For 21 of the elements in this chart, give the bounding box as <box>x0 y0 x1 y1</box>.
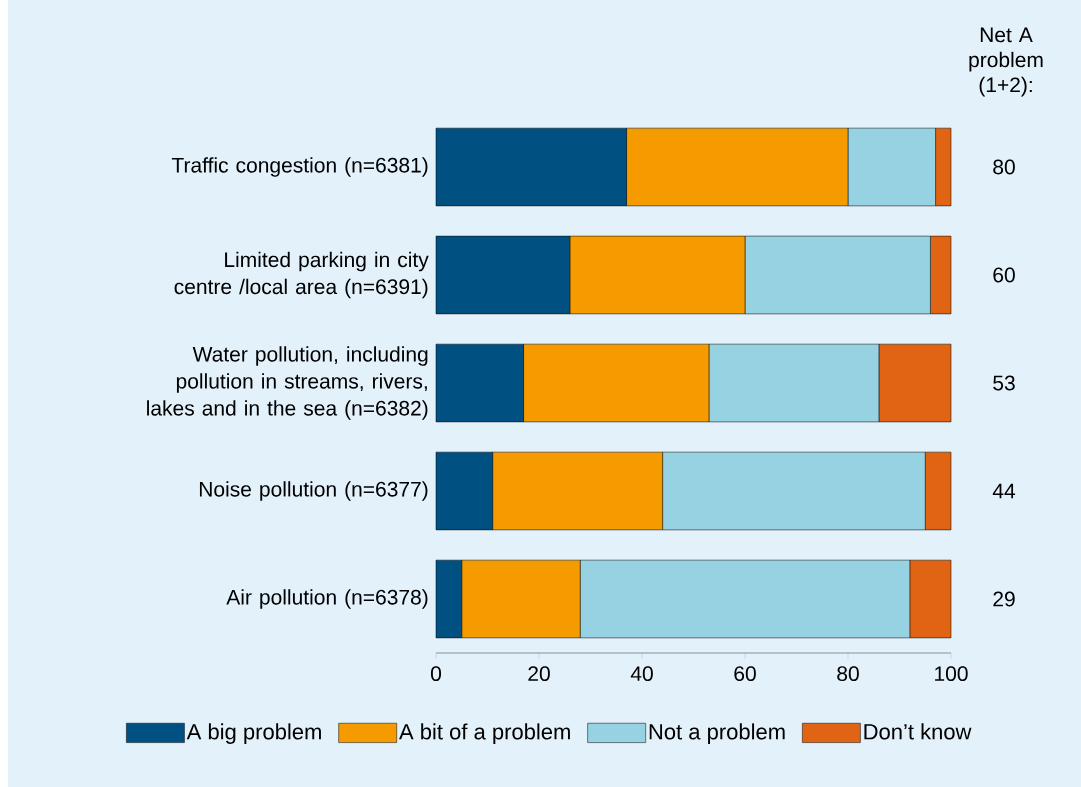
y-tick-label: Noise pollution (n=6377) <box>199 481 428 501</box>
legend-label: Don’t know <box>864 723 972 740</box>
text: Net A problem (1+2): <box>969 27 1043 97</box>
x-tick-label: 40 <box>630 666 653 682</box>
legend-label: A bit of a problem <box>399 723 570 744</box>
x-tick-label: 0 <box>430 666 442 682</box>
x-tick-label: 80 <box>837 666 859 682</box>
text: 53 <box>993 375 1015 391</box>
text: 44 <box>992 483 1016 499</box>
y-tick-label: Water pollution, including pollution in streams, rivers, lakes and in the sea (n=6382) <box>147 346 428 420</box>
text: 29 <box>993 591 1015 607</box>
legend-label: Not a problem <box>649 723 785 744</box>
text: 60 <box>993 267 1015 283</box>
x-tick-label: 100 <box>935 666 968 682</box>
legend-label: A big problem <box>186 723 321 744</box>
x-tick-label: 20 <box>528 666 550 682</box>
y-tick-label: Air pollution (n=6378) <box>226 589 428 609</box>
y-tick-label: Limited parking in city centre /local area (n=6391) <box>174 251 429 299</box>
x-tick-label: 60 <box>734 666 756 682</box>
y-tick-label: Traffic congestion (n=6381) <box>171 157 428 177</box>
text: 80 <box>993 159 1015 175</box>
